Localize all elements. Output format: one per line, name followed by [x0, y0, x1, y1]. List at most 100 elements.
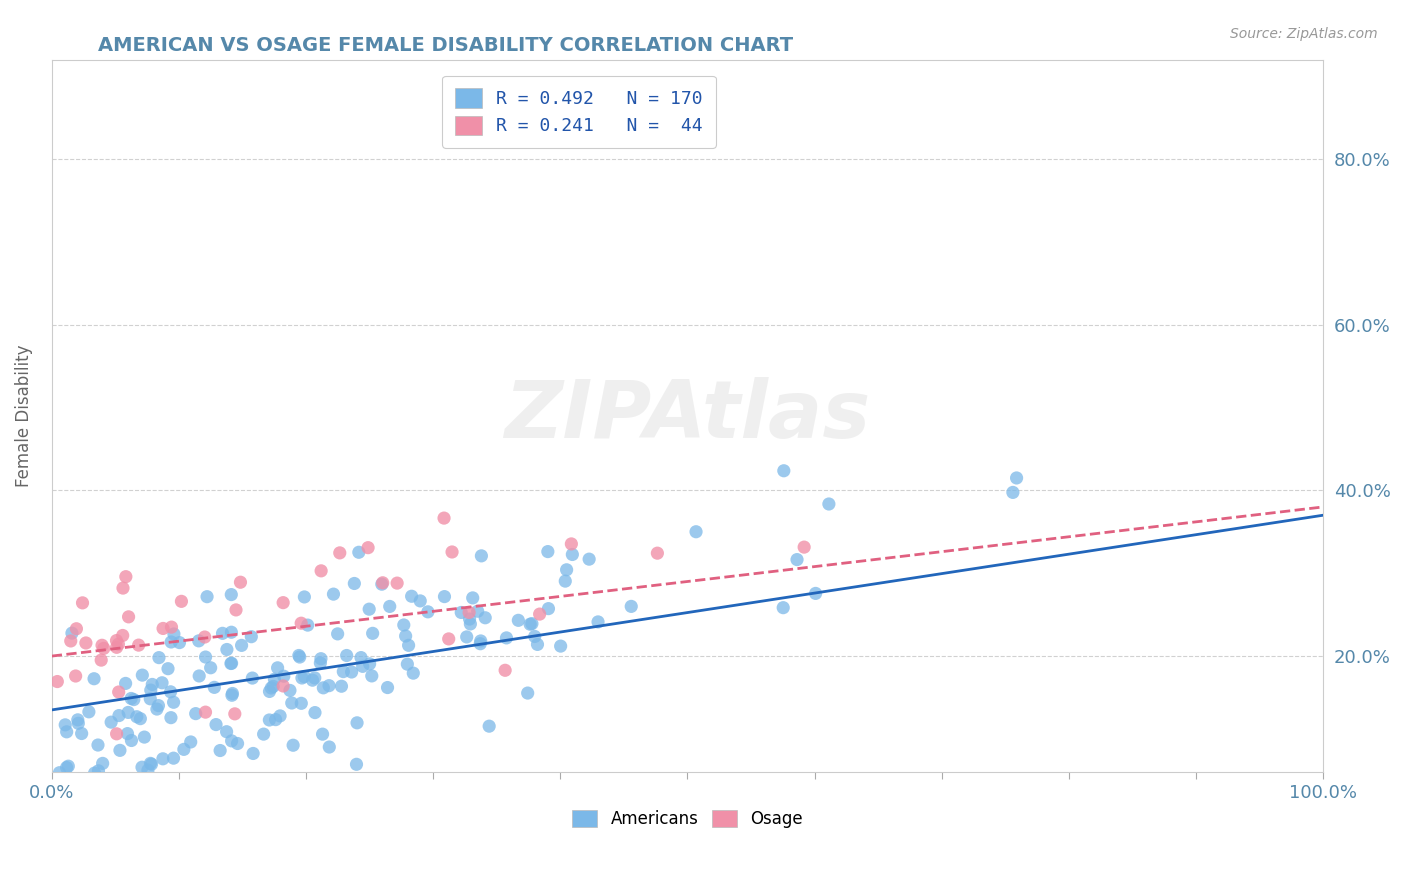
Point: [385, 576, 408, 591]
Point: [221, 688, 243, 702]
Point: [48, 765, 70, 780]
Point: [231, 639, 253, 653]
Text: Source: ZipAtlas.com: Source: ZipAtlas.com: [1230, 27, 1378, 41]
Point: [269, 709, 291, 723]
Point: [297, 618, 319, 632]
Point: [105, 633, 128, 648]
Point: [72, 596, 94, 610]
Point: [620, 599, 643, 614]
Point: [83, 766, 105, 780]
Point: [58, 759, 80, 773]
Point: [87, 764, 110, 778]
Point: [107, 685, 129, 699]
Point: [139, 691, 162, 706]
Point: [288, 648, 311, 663]
Point: [340, 665, 363, 679]
Point: [240, 671, 263, 685]
Point: [188, 669, 211, 683]
Point: [205, 717, 228, 731]
Point: [278, 683, 301, 698]
Point: [163, 627, 186, 641]
Point: [772, 600, 794, 615]
Point: [93, 641, 115, 656]
Point: [162, 751, 184, 765]
Point: [271, 596, 294, 610]
Point: [59, 634, 82, 648]
Point: [108, 708, 131, 723]
Point: [460, 616, 482, 631]
Point: [470, 549, 492, 563]
Point: [160, 620, 183, 634]
Point: [221, 625, 243, 640]
Point: [128, 638, 150, 652]
Point: [311, 727, 333, 741]
Point: [523, 630, 546, 644]
Point: [264, 713, 287, 727]
Point: [309, 564, 332, 578]
Point: [131, 760, 153, 774]
Point: [560, 537, 582, 551]
Point: [91, 638, 114, 652]
Point: [392, 618, 415, 632]
Point: [162, 695, 184, 709]
Point: [304, 706, 326, 720]
Point: [347, 545, 370, 559]
Point: [495, 631, 517, 645]
Text: ZIPAtlas: ZIPAtlas: [505, 376, 870, 455]
Point: [554, 574, 576, 588]
Point: [105, 727, 128, 741]
Point: [550, 639, 572, 653]
Point: [1001, 485, 1024, 500]
Point: [105, 640, 128, 655]
Point: [65, 669, 87, 683]
Point: [194, 705, 217, 719]
Point: [357, 541, 380, 555]
Point: [108, 743, 131, 757]
Point: [346, 715, 368, 730]
Point: [359, 602, 381, 616]
Point: [262, 680, 284, 694]
Point: [359, 657, 381, 671]
Point: [111, 628, 134, 642]
Point: [160, 635, 183, 649]
Point: [117, 706, 139, 720]
Point: [288, 650, 311, 665]
Point: [209, 743, 232, 757]
Point: [225, 603, 247, 617]
Point: [395, 629, 418, 643]
Point: [148, 698, 170, 713]
Point: [441, 545, 464, 559]
Point: [134, 730, 156, 744]
Legend: Americans, Osage: Americans, Osage: [565, 804, 810, 835]
Point: [526, 637, 548, 651]
Point: [292, 670, 315, 684]
Point: [361, 626, 384, 640]
Point: [120, 691, 142, 706]
Point: [194, 630, 217, 644]
Point: [194, 650, 217, 665]
Point: [221, 734, 243, 748]
Point: [139, 756, 162, 771]
Point: [474, 611, 496, 625]
Point: [409, 594, 432, 608]
Point: [70, 726, 93, 740]
Point: [271, 679, 294, 693]
Point: [55, 773, 77, 788]
Point: [433, 511, 456, 525]
Point: [55, 760, 77, 774]
Point: [309, 651, 332, 665]
Point: [84, 773, 107, 788]
Point: [537, 601, 560, 615]
Point: [281, 738, 304, 752]
Point: [350, 650, 373, 665]
Point: [685, 524, 707, 539]
Point: [259, 713, 281, 727]
Point: [461, 591, 484, 605]
Point: [83, 672, 105, 686]
Point: [647, 546, 669, 560]
Point: [322, 587, 344, 601]
Point: [309, 656, 332, 670]
Point: [152, 752, 174, 766]
Point: [122, 692, 145, 706]
Point: [520, 616, 543, 631]
